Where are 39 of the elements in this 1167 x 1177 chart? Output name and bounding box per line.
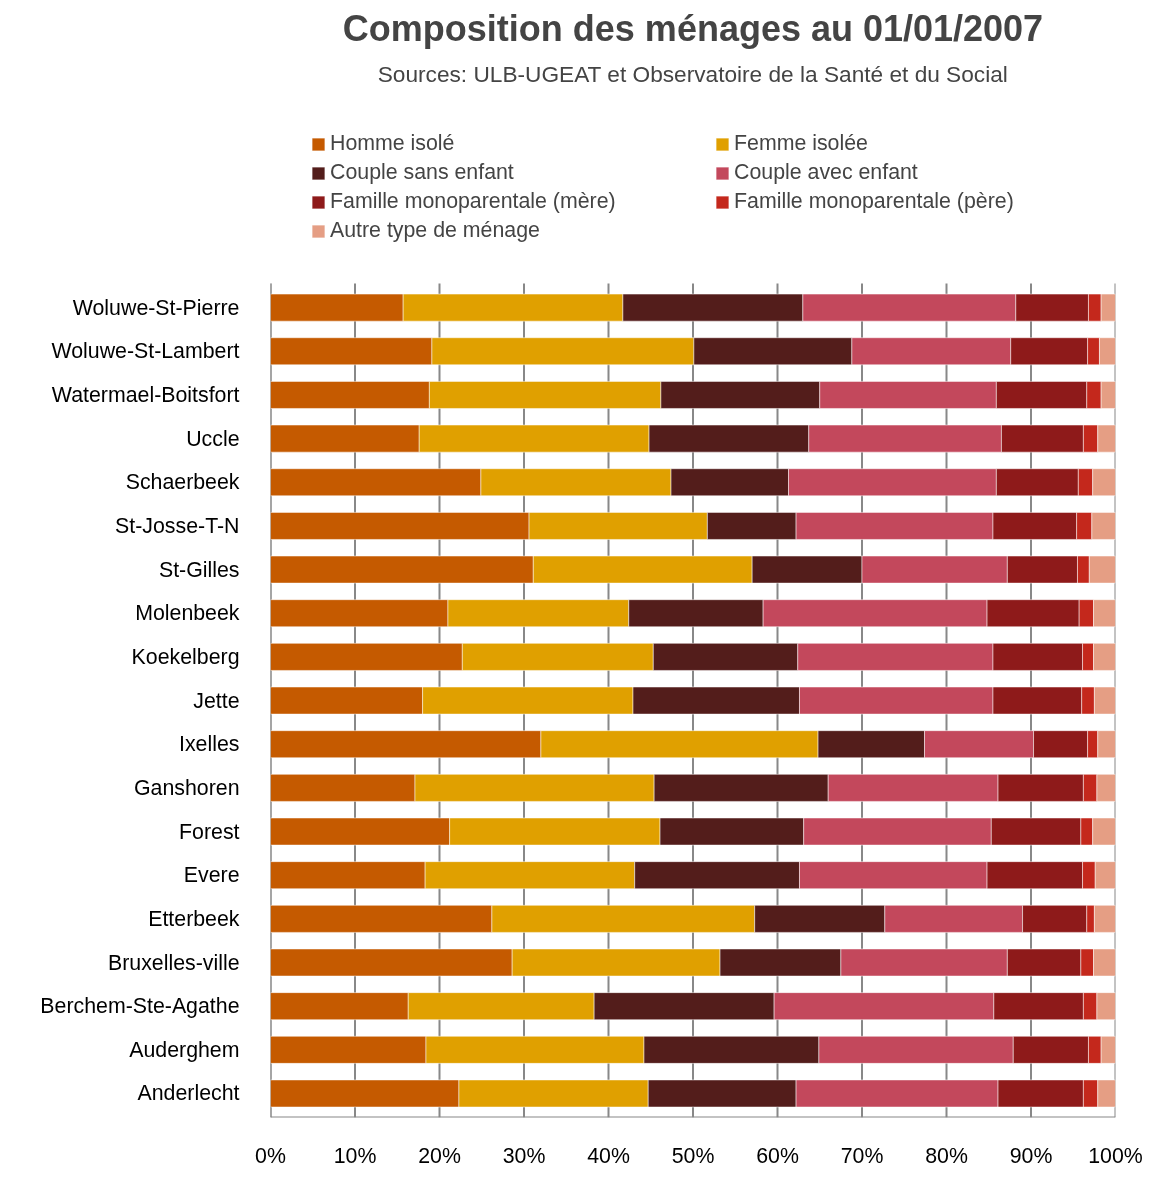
y-tick-label: Ganshoren	[133, 775, 240, 800]
x-tick-label: 0%	[255, 1143, 286, 1168]
x-tick-label: 100%	[1088, 1143, 1143, 1168]
y-tick-label: Molenbeek	[135, 601, 240, 626]
legend-label: Autre type de ménage	[330, 218, 541, 243]
y-tick-label: Bruxelles-ville	[107, 950, 240, 975]
legend-label: Couple avec enfant	[734, 160, 919, 185]
y-tick-label: St-Josse-T-N	[115, 513, 240, 538]
legend-label: Homme isolé	[330, 131, 456, 156]
legend-label: Couple sans enfant	[330, 160, 515, 185]
x-tick-label: 40%	[587, 1143, 630, 1168]
legend-label: Famille monoparentale (mère)	[330, 189, 617, 214]
x-tick-label: 70%	[840, 1143, 884, 1168]
y-tick-label: Schaerbeek	[125, 470, 240, 495]
y-tick-label: Watermael-Boitsfort	[51, 382, 240, 407]
x-tick-label: 20%	[418, 1143, 461, 1168]
y-tick-label: Auderghem	[129, 1037, 240, 1062]
x-tick-label: 80%	[925, 1143, 968, 1168]
y-tick-label: Ixelles	[179, 732, 240, 757]
chart-subtitle: Sources: ULB-UGEAT et Observatoire de la Santé et du Social	[377, 60, 1008, 87]
y-tick-label: Uccle	[186, 426, 240, 451]
y-tick-label: Woluwe-St-Pierre	[72, 295, 240, 320]
y-tick-label: Evere	[183, 863, 240, 888]
chart-title: Composition des ménages au 01/01/2007	[342, 7, 1044, 49]
x-tick-label: 30%	[502, 1143, 546, 1168]
y-tick-label: St-Gilles	[158, 557, 240, 582]
legend-label: Famille monoparentale (père)	[734, 189, 1015, 214]
x-tick-label: 50%	[671, 1143, 715, 1168]
y-tick-label: Woluwe-St-Lambert	[51, 339, 240, 364]
y-tick-label: Berchem-Ste-Agathe	[40, 994, 240, 1019]
x-tick-label: 90%	[1009, 1143, 1053, 1168]
y-tick-label: Etterbeek	[148, 906, 240, 931]
y-tick-label: Jette	[193, 688, 240, 713]
y-tick-label: Koekelberg	[131, 644, 240, 669]
legend-label: Femme isolée	[734, 131, 869, 156]
y-tick-label: Forest	[179, 819, 240, 844]
x-tick-label: 60%	[756, 1143, 799, 1168]
x-tick-label: 10%	[333, 1143, 377, 1168]
y-tick-label: Anderlecht	[137, 1081, 240, 1106]
